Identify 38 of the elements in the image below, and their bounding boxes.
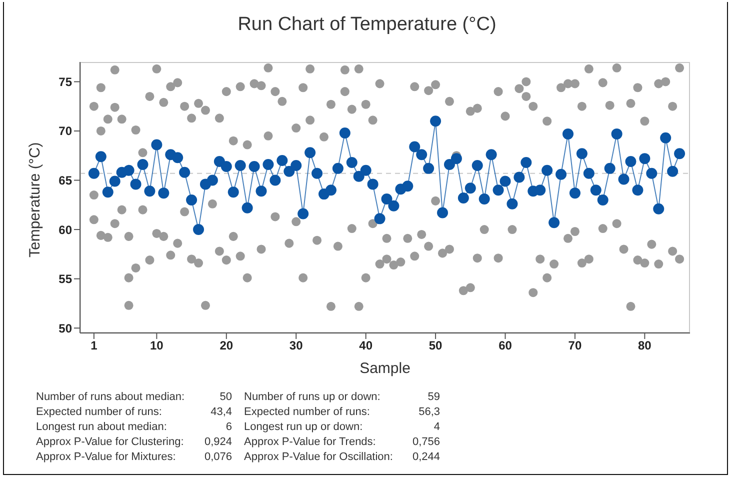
text: Number of runs up or down: <box>244 390 382 405</box>
text: Approx P-Value for Clustering: <box>36 435 185 450</box>
x-tick-label: 50 <box>428 338 443 353</box>
y-tick-label: 55 <box>58 272 72 286</box>
x-tick-label: 40 <box>359 338 373 353</box>
x-tick-label: 60 <box>498 338 512 353</box>
text: Number of runs about median: <box>36 390 186 405</box>
text: Expected number of runs: <box>36 405 163 420</box>
x-tick-label: 70 <box>568 338 582 353</box>
text: 0,756 <box>411 435 440 450</box>
y-tick-label: 75 <box>58 74 72 89</box>
x-tick-label: 30 <box>289 338 304 353</box>
x-tick-label: 10 <box>150 338 164 353</box>
y-tick-label: 50 <box>58 321 72 336</box>
text: Approx P-Value for Mixtures: <box>36 450 177 465</box>
text: Longest run about median: <box>36 420 168 435</box>
text: 0,076 <box>203 450 232 465</box>
text: 6 <box>224 420 232 435</box>
text: 4 <box>432 420 440 435</box>
text: 0,244 <box>411 450 440 465</box>
text: Approx P-Value for Trends: <box>244 435 377 450</box>
x-axis-title: Sample <box>360 360 410 377</box>
x-tick-label: 1 <box>90 338 98 353</box>
text: 56,3 <box>418 405 440 420</box>
x-tick-label: 20 <box>220 338 234 353</box>
y-tick-label: 60 <box>58 222 72 237</box>
x-tick-label: 80 <box>638 338 652 353</box>
text: 59 <box>426 390 440 405</box>
text: Expected number of runs: <box>244 405 371 420</box>
text: Approx P-Value for Oscillation: <box>244 450 394 465</box>
chart-title: Run Chart of Temperature (°C) <box>236 14 498 36</box>
text: 0,924 <box>203 435 232 450</box>
text: 43,4 <box>210 405 232 420</box>
text: Longest run up or down: <box>244 420 364 435</box>
text: 50 <box>218 390 232 405</box>
y-tick-label: 65 <box>58 174 72 188</box>
y-axis-title: Temperature (°C) <box>26 142 44 258</box>
y-tick-label: 70 <box>58 124 72 138</box>
